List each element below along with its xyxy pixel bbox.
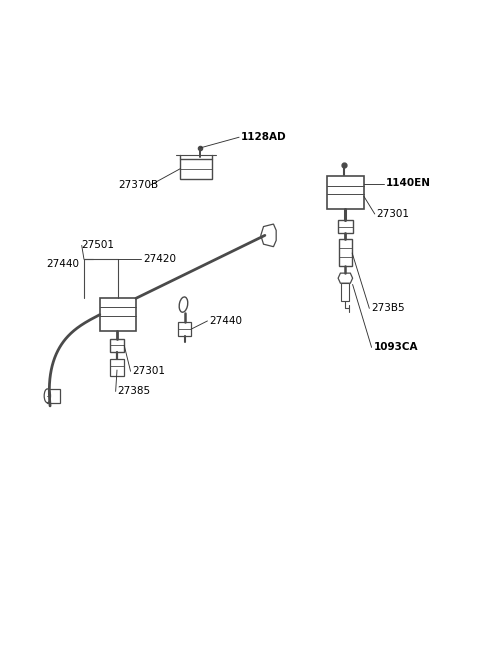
- Text: 27301: 27301: [377, 209, 409, 219]
- Bar: [110, 338, 124, 352]
- Bar: [100, 298, 136, 331]
- Ellipse shape: [179, 297, 188, 312]
- Text: 27440: 27440: [47, 260, 80, 269]
- Text: 27501: 27501: [81, 240, 114, 250]
- Bar: [110, 359, 124, 376]
- Text: 273B5: 273B5: [371, 304, 405, 313]
- Text: 27301: 27301: [132, 367, 166, 376]
- Text: 1093CA: 1093CA: [373, 342, 418, 352]
- Polygon shape: [261, 224, 276, 246]
- Text: 27385: 27385: [117, 386, 150, 396]
- Bar: [179, 322, 191, 336]
- Text: 27440: 27440: [209, 316, 242, 326]
- Bar: [341, 283, 349, 301]
- Text: 27420: 27420: [143, 254, 176, 264]
- Bar: [48, 389, 60, 403]
- Bar: [180, 158, 212, 179]
- Bar: [327, 176, 364, 209]
- Polygon shape: [338, 273, 353, 283]
- Ellipse shape: [44, 389, 50, 403]
- Text: 27370B: 27370B: [118, 180, 158, 190]
- Text: 1140EN: 1140EN: [385, 177, 431, 187]
- Text: 1128AD: 1128AD: [241, 131, 287, 142]
- Bar: [338, 239, 352, 265]
- Bar: [337, 220, 353, 233]
